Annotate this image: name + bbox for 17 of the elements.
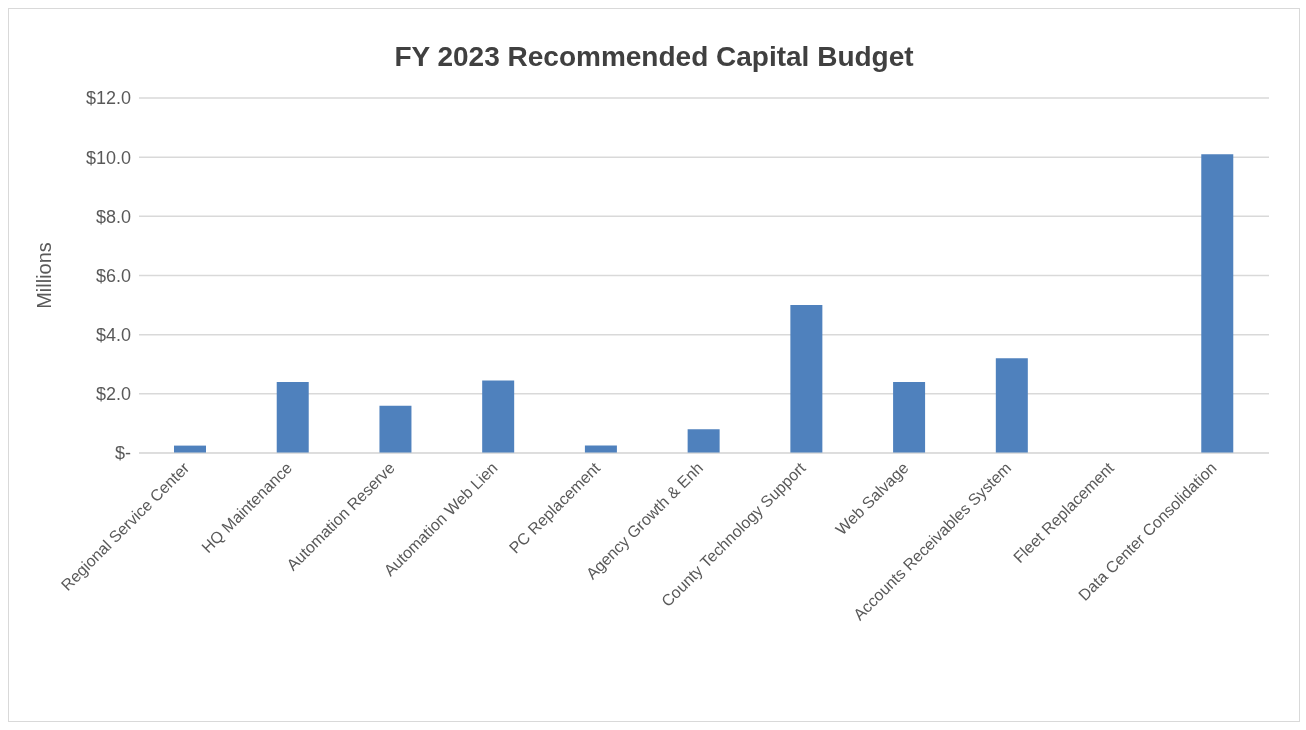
y-tick-label: $4.0: [95, 325, 131, 346]
y-tick-label: $2.0: [95, 384, 131, 405]
bar: [790, 305, 823, 453]
y-tick-label: $-: [114, 443, 131, 464]
y-tick-label: $6.0: [95, 265, 131, 286]
bar: [893, 382, 926, 453]
bar: [276, 382, 309, 453]
y-tick-label: $12.0: [85, 88, 131, 109]
y-tick-label: $10.0: [85, 147, 131, 168]
bar: [379, 405, 412, 453]
bar: [482, 380, 515, 453]
bar: [1201, 154, 1234, 453]
y-tick-label: $8.0: [95, 206, 131, 227]
bar: [995, 358, 1028, 453]
bar: [687, 429, 720, 453]
y-axis-title: Millions: [33, 242, 56, 309]
chart-title: FY 2023 Recommended Capital Budget: [393, 41, 915, 73]
